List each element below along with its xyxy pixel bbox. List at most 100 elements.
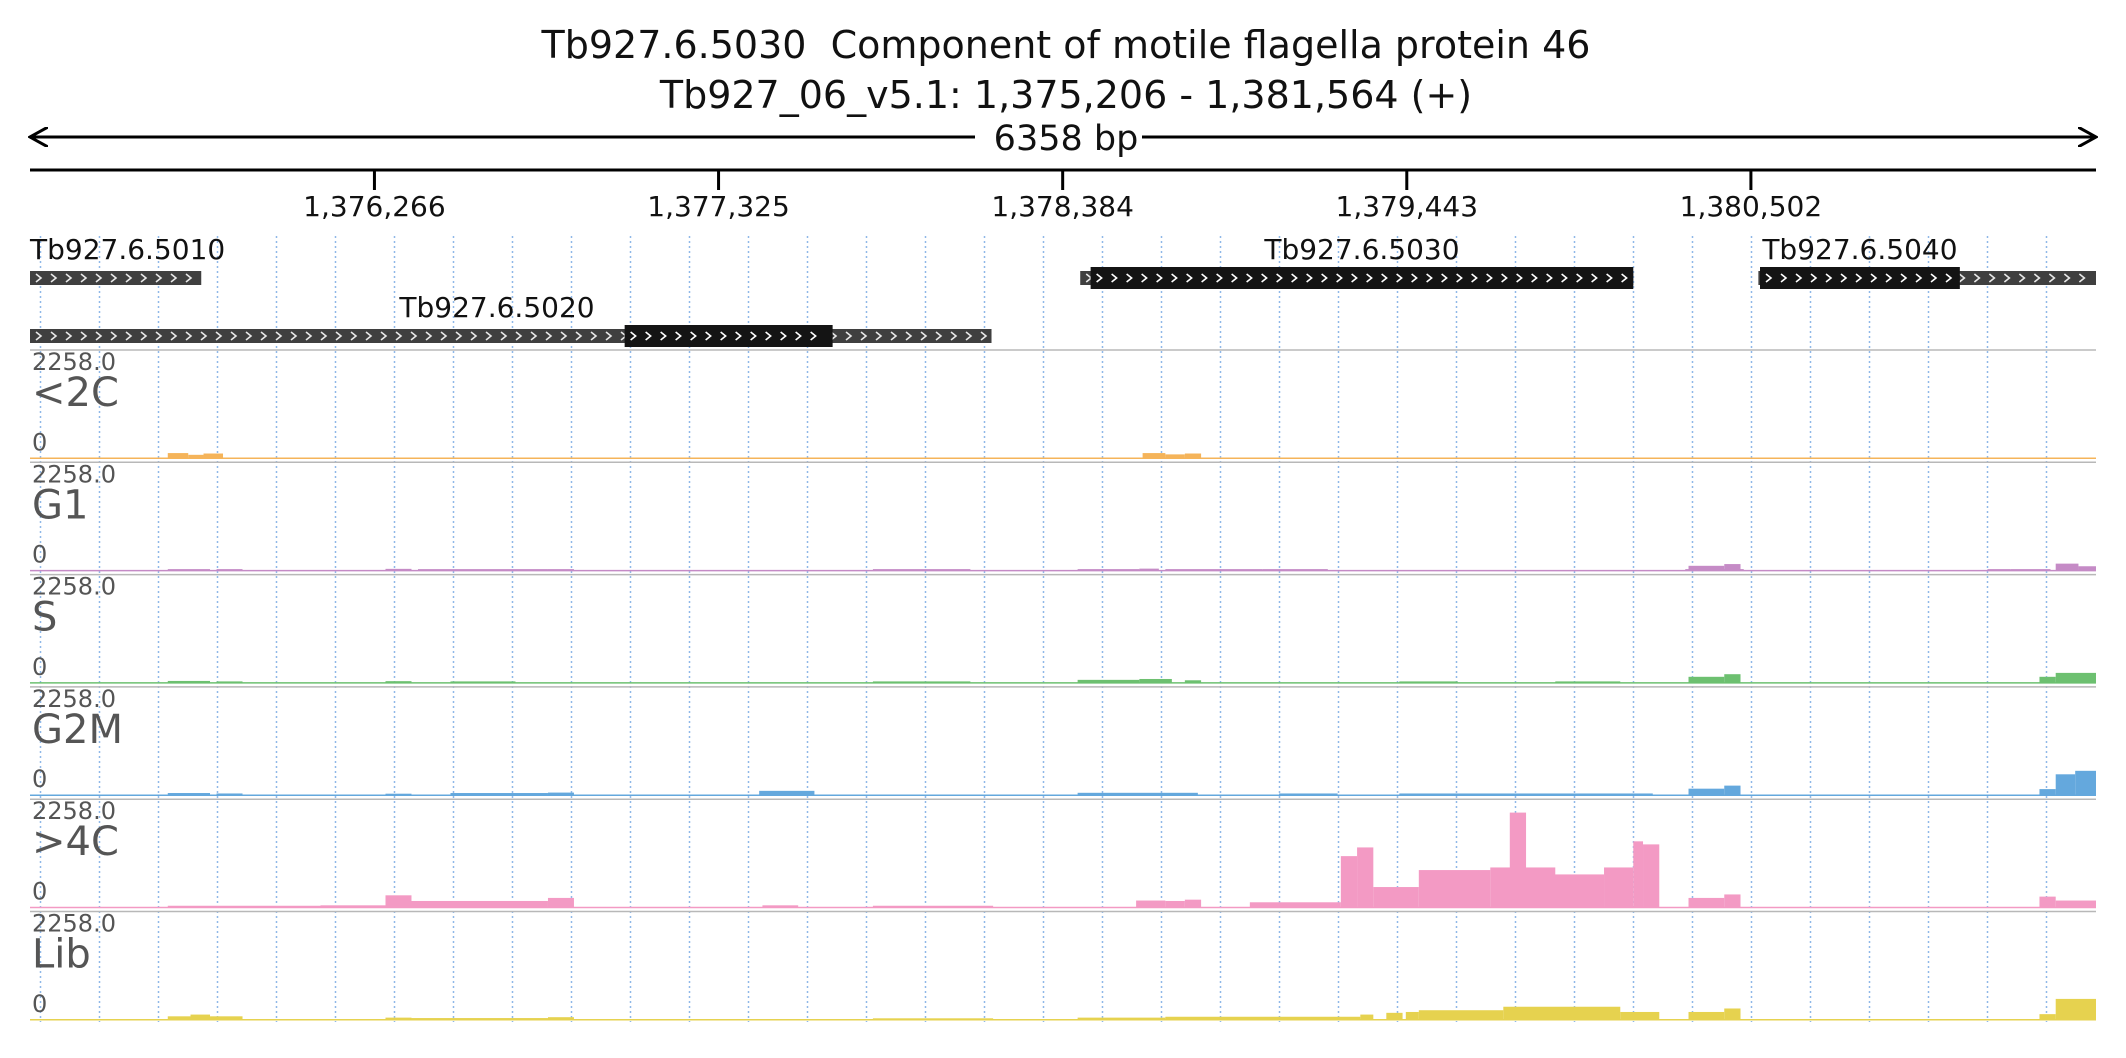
strand-chevron (735, 331, 742, 341)
strand-chevron (1216, 273, 1223, 283)
strand-chevron (765, 331, 772, 341)
strand-chevron (455, 331, 463, 341)
gene-cds (1090, 267, 1634, 289)
track-max-label: 2258.0 (32, 573, 116, 601)
coverage-bar (188, 454, 204, 459)
strand-chevron (675, 331, 682, 341)
strand-chevron (660, 331, 667, 341)
coverage-bar (759, 790, 815, 796)
coverage-bar (1643, 844, 1660, 908)
strand-chevron (1825, 273, 1833, 283)
track-name: Lib (32, 932, 91, 978)
coverage-bar (1526, 874, 1605, 908)
coverage-bar (1077, 679, 1140, 683)
strand-chevron (1765, 273, 1773, 283)
coverage-bar (762, 905, 799, 908)
strand-chevron (2078, 273, 2086, 283)
strand-chevron (1096, 273, 1103, 283)
strand-chevron (750, 331, 757, 341)
coverage-bar (1688, 1011, 1725, 1020)
strand-chevron (1900, 273, 1908, 283)
strand-chevron (875, 331, 883, 341)
strand-chevron (830, 331, 838, 341)
track-min-label: 0 (32, 765, 47, 793)
strand-chevron (1381, 273, 1388, 283)
strand-chevron (365, 331, 373, 341)
coverage-bar (1249, 902, 1341, 908)
coverage-bar (1633, 841, 1644, 908)
coverage-bar (167, 1016, 191, 1020)
strand-chevron (1840, 273, 1848, 283)
coverage-bar (1724, 785, 1741, 796)
strand-chevron (125, 273, 133, 283)
coverage-bar (547, 1017, 574, 1020)
strand-chevron (1546, 273, 1553, 283)
coverage-bar (1688, 676, 1725, 683)
track-name: G1 (32, 482, 88, 528)
ruler-tick-label: 1,380,502 (1680, 190, 1823, 223)
strand-chevron (2063, 273, 2071, 283)
strand-chevron (95, 331, 103, 341)
strand-chevron (320, 331, 328, 341)
strand-chevron (1621, 273, 1628, 283)
strand-chevron (425, 331, 433, 341)
strand-chevron (260, 331, 268, 341)
strand-chevron (645, 331, 652, 341)
coverage-bar (2039, 676, 2056, 683)
strand-chevron (810, 331, 817, 341)
coverage-bar (1360, 1014, 1374, 1020)
strand-chevron (1885, 273, 1893, 283)
coverage-bar (2055, 998, 2096, 1020)
strand-chevron (50, 331, 58, 341)
strand-chevron (1516, 273, 1523, 283)
strand-chevron (560, 331, 568, 341)
strand-chevron (65, 273, 73, 283)
strand-chevron (1186, 273, 1193, 283)
strand-chevron (200, 331, 208, 341)
coverage-bar (411, 900, 548, 908)
coverage-bar (385, 681, 412, 683)
strand-chevron (1471, 273, 1478, 283)
strand-chevron (485, 331, 493, 341)
coverage-bar (1418, 870, 1491, 908)
coverage-bar (2078, 566, 2096, 571)
coverage-bar (1405, 1011, 1419, 1020)
track-max-label: 2258.0 (32, 910, 116, 938)
strand-chevron (690, 331, 697, 341)
strand-chevron (1201, 273, 1208, 283)
strand-chevron (545, 331, 553, 341)
coverage-bar (1077, 1017, 1166, 1020)
strand-chevron (1306, 273, 1313, 283)
coverage-bar (1688, 788, 1725, 796)
coverage-bar (2075, 770, 2096, 796)
gene-utr (30, 329, 992, 343)
coverage-bar (1386, 1012, 1403, 1020)
coverage-bar (1509, 812, 1527, 908)
coverage-track: 2258.0S 0 (30, 573, 2096, 684)
strand-chevron (2033, 273, 2041, 283)
coverage-bar (2055, 900, 2096, 908)
strand-chevron (920, 331, 928, 341)
strand-chevron (590, 331, 598, 341)
strand-chevron (530, 331, 538, 341)
strand-chevron (1501, 273, 1508, 283)
strand-chevron (275, 331, 283, 341)
track-min-label: 0 (32, 428, 47, 456)
ruler-tick-label: 1,376,266 (303, 190, 446, 223)
coverage-bar (1724, 564, 1741, 571)
strand-chevron (65, 331, 73, 341)
strand-chevron (110, 273, 118, 283)
gene-model: Tb927.6.5010 (29, 233, 225, 285)
track-name: >4C (32, 819, 119, 865)
gene-label: Tb927.6.5030 (1263, 233, 1459, 266)
strand-chevron (1780, 273, 1788, 283)
coverage-bar (411, 1018, 548, 1020)
gene-model: Tb927.6.5040 (1758, 233, 2096, 289)
strand-chevron (215, 331, 223, 341)
ruler-ticks: 1,376,266 1,377,325 1,378,384 1,379,443 1,38… (303, 170, 1822, 223)
coverage-bar (2055, 774, 2076, 796)
strand-chevron (2003, 273, 2011, 283)
ruler-tick-label: 1,378,384 (991, 190, 1134, 223)
coverage-bar (1604, 867, 1634, 908)
strand-chevron (1351, 273, 1358, 283)
